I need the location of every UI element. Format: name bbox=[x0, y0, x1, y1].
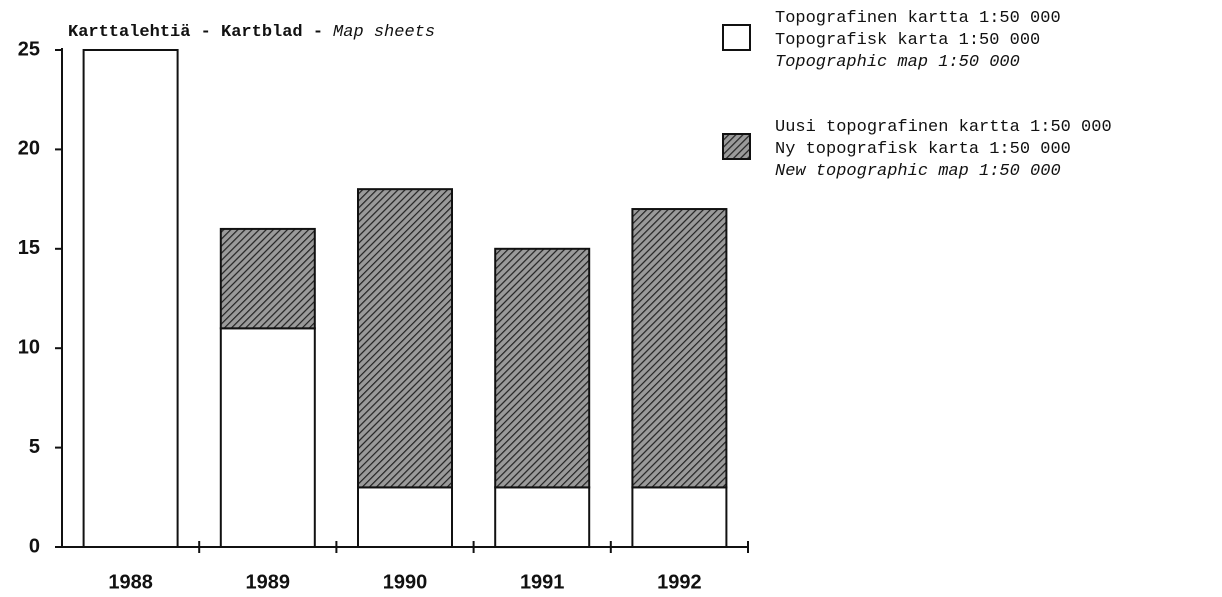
bar-segment bbox=[82, 49, 179, 548]
bar-segment bbox=[631, 486, 728, 548]
x-tick-label: 1991 bbox=[520, 571, 565, 593]
chart-title: Karttalehtiä - Kartblad - Map sheets bbox=[68, 23, 435, 42]
legend-line: Topographic map 1:50 000 bbox=[775, 53, 1020, 72]
legend-entry: Uusi topografinen kartta 1:50 000 Ny topo… bbox=[775, 118, 1112, 181]
legend-line: Uusi topografinen kartta 1:50 000 bbox=[775, 118, 1112, 137]
bar-segment bbox=[357, 486, 453, 548]
x-tick-label: 1988 bbox=[108, 571, 153, 593]
legend-line: Ny topografisk karta 1:50 000 bbox=[775, 140, 1071, 159]
y-tick-label: 20 bbox=[18, 138, 40, 160]
legend-swatch bbox=[722, 24, 751, 51]
bar-segment bbox=[219, 227, 316, 330]
y-tick-label: 15 bbox=[18, 237, 40, 259]
y-tick-label: 10 bbox=[18, 336, 40, 358]
y-tick-label: 5 bbox=[29, 436, 40, 458]
legend-line: Topografinen kartta 1:50 000 bbox=[775, 9, 1061, 28]
title-part: Map sheets bbox=[333, 23, 435, 42]
legend-entry: Topografinen kartta 1:50 000 Topografisk … bbox=[775, 9, 1061, 72]
x-tick-label: 1989 bbox=[246, 571, 291, 593]
bar-segment bbox=[494, 247, 591, 489]
legend-line: New topographic map 1:50 000 bbox=[775, 162, 1061, 181]
y-tick-label: 0 bbox=[29, 535, 40, 557]
bar-segment bbox=[631, 208, 728, 489]
x-tick-label: 1990 bbox=[383, 571, 428, 593]
bar-segment bbox=[494, 486, 591, 548]
y-tick-label: 25 bbox=[18, 38, 40, 60]
x-tick-label: 1992 bbox=[657, 571, 702, 593]
legend-line: Topografisk karta 1:50 000 bbox=[775, 31, 1040, 50]
title-part: Karttalehtiä - Kartblad - bbox=[68, 23, 323, 42]
bar-segment bbox=[357, 188, 453, 489]
bar-segment bbox=[219, 327, 316, 548]
legend-swatch bbox=[722, 133, 751, 160]
